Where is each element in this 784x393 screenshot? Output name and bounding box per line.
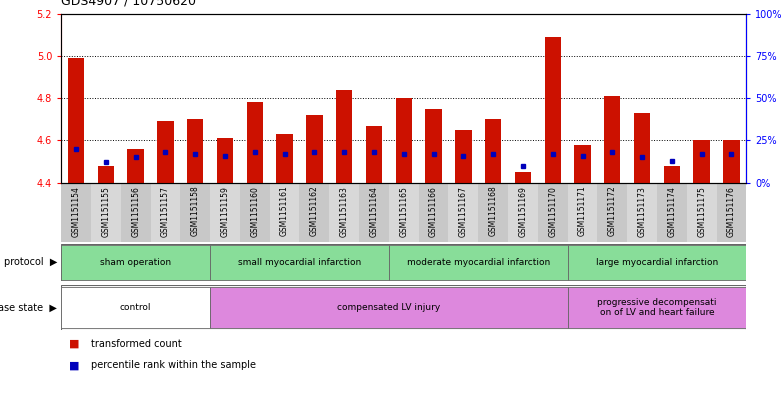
- Bar: [277, 134, 292, 183]
- Bar: [456, 130, 471, 183]
- Bar: [247, 103, 263, 183]
- Bar: [604, 96, 620, 183]
- Bar: [694, 141, 710, 183]
- Text: GSM1151172: GSM1151172: [608, 185, 617, 237]
- Bar: [389, 245, 568, 279]
- Bar: [329, 183, 359, 242]
- Text: GSM1151157: GSM1151157: [161, 185, 170, 237]
- Bar: [627, 183, 657, 242]
- Bar: [485, 119, 501, 183]
- Bar: [151, 183, 180, 242]
- Bar: [568, 183, 597, 242]
- Bar: [98, 166, 114, 183]
- Text: compensated LV injury: compensated LV injury: [337, 303, 441, 312]
- Text: GSM1151175: GSM1151175: [697, 185, 706, 237]
- Bar: [270, 183, 299, 242]
- Text: GSM1151164: GSM1151164: [369, 185, 379, 237]
- Bar: [91, 183, 121, 242]
- Text: GSM1151176: GSM1151176: [727, 185, 736, 237]
- Bar: [217, 138, 233, 183]
- Bar: [121, 183, 151, 242]
- Text: small myocardial infarction: small myocardial infarction: [238, 258, 361, 267]
- Bar: [187, 119, 203, 183]
- Bar: [575, 145, 590, 183]
- Text: GSM1151156: GSM1151156: [131, 185, 140, 237]
- Bar: [396, 98, 412, 183]
- Bar: [389, 183, 419, 242]
- Bar: [307, 115, 322, 183]
- Text: sham operation: sham operation: [100, 258, 171, 267]
- Text: GSM1151167: GSM1151167: [459, 185, 468, 237]
- Text: GSM1151166: GSM1151166: [429, 185, 438, 237]
- Bar: [61, 287, 210, 328]
- Text: GSM1151160: GSM1151160: [250, 185, 260, 237]
- Bar: [210, 287, 568, 328]
- Text: ■: ■: [69, 360, 79, 371]
- Bar: [568, 287, 746, 328]
- Bar: [538, 183, 568, 242]
- Bar: [68, 58, 84, 183]
- Text: large myocardial infarction: large myocardial infarction: [596, 258, 718, 267]
- Bar: [657, 183, 687, 242]
- Bar: [61, 245, 210, 279]
- Text: GSM1151161: GSM1151161: [280, 185, 289, 237]
- Bar: [664, 166, 680, 183]
- Bar: [634, 113, 650, 183]
- Bar: [210, 183, 240, 242]
- Bar: [448, 183, 478, 242]
- Text: GSM1151170: GSM1151170: [548, 185, 557, 237]
- Bar: [180, 183, 210, 242]
- Text: protocol  ▶: protocol ▶: [4, 257, 57, 267]
- Bar: [724, 141, 739, 183]
- Text: control: control: [120, 303, 151, 312]
- Bar: [128, 149, 143, 183]
- Text: GSM1151155: GSM1151155: [101, 185, 111, 237]
- Text: GSM1151174: GSM1151174: [667, 185, 677, 237]
- Bar: [359, 183, 389, 242]
- Bar: [478, 183, 508, 242]
- Text: moderate myocardial infarction: moderate myocardial infarction: [407, 258, 550, 267]
- Text: GSM1151159: GSM1151159: [220, 185, 230, 237]
- Text: disease state  ▶: disease state ▶: [0, 303, 57, 312]
- Text: ■: ■: [69, 339, 79, 349]
- Bar: [717, 183, 746, 242]
- Bar: [515, 172, 531, 183]
- Text: GSM1151154: GSM1151154: [71, 185, 81, 237]
- Bar: [210, 245, 389, 279]
- Text: GSM1151168: GSM1151168: [488, 185, 498, 237]
- Bar: [158, 121, 173, 183]
- Text: GSM1151173: GSM1151173: [637, 185, 647, 237]
- Text: GSM1151158: GSM1151158: [191, 185, 200, 237]
- Text: transformed count: transformed count: [91, 339, 182, 349]
- Bar: [299, 183, 329, 242]
- Text: GSM1151169: GSM1151169: [518, 185, 528, 237]
- Bar: [545, 37, 561, 183]
- Bar: [426, 109, 441, 183]
- Text: progressive decompensati
on of LV and heart failure: progressive decompensati on of LV and he…: [597, 298, 717, 317]
- Text: GSM1151163: GSM1151163: [339, 185, 349, 237]
- Bar: [597, 183, 627, 242]
- Bar: [336, 90, 352, 183]
- Text: GSM1151165: GSM1151165: [399, 185, 408, 237]
- Text: GSM1151171: GSM1151171: [578, 185, 587, 237]
- Bar: [687, 183, 717, 242]
- Text: GSM1151162: GSM1151162: [310, 185, 319, 237]
- Text: GDS4907 / 10750620: GDS4907 / 10750620: [61, 0, 196, 8]
- Bar: [568, 245, 746, 279]
- Bar: [419, 183, 448, 242]
- Bar: [240, 183, 270, 242]
- Bar: [61, 183, 91, 242]
- Bar: [366, 126, 382, 183]
- Text: percentile rank within the sample: percentile rank within the sample: [91, 360, 256, 371]
- Bar: [508, 183, 538, 242]
